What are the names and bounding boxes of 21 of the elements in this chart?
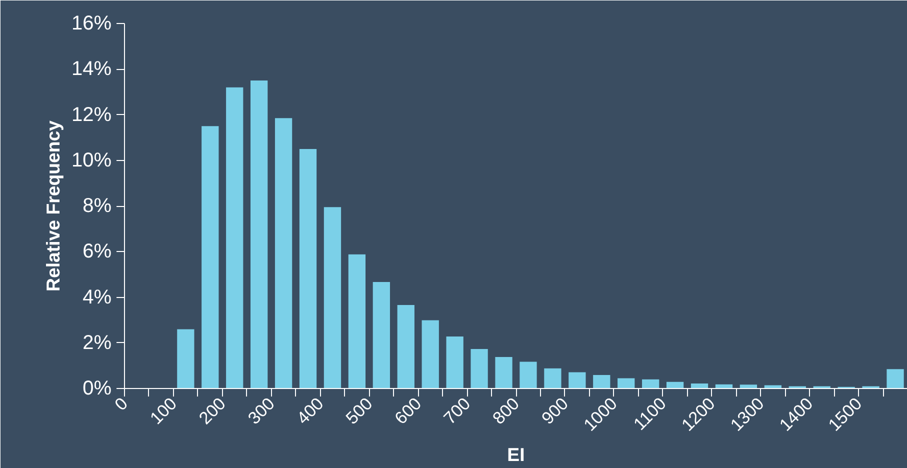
y-tick-label: 10% (71, 149, 112, 172)
x-tick-label: 700 (440, 393, 474, 428)
y-tick-label: 8% (82, 195, 112, 217)
x-tick-label: 800 (488, 393, 524, 428)
x-tick-label: 0 (110, 393, 132, 414)
y-tick-label: 12% (71, 104, 112, 126)
x-tick-label: 200 (194, 393, 230, 428)
x-tick-label: 900 (537, 393, 572, 428)
x-tick-label: 500 (342, 393, 376, 428)
x-tick-label: 400 (292, 393, 328, 428)
x-tick-label: 100 (146, 393, 181, 428)
y-tick-label: 2% (82, 332, 112, 354)
x-axis-title: EI (507, 444, 525, 466)
y-tick-label: 4% (82, 286, 112, 308)
y-tick-label: 0% (82, 378, 112, 400)
y-axis-title: Relative Frequency (42, 120, 64, 292)
x-tick-label: 600 (390, 393, 426, 428)
y-tick-label: 14% (71, 58, 112, 80)
x-tick-label: 300 (244, 393, 278, 428)
y-tick-label: 6% (82, 240, 112, 263)
y-tick-label: 16% (71, 12, 112, 34)
